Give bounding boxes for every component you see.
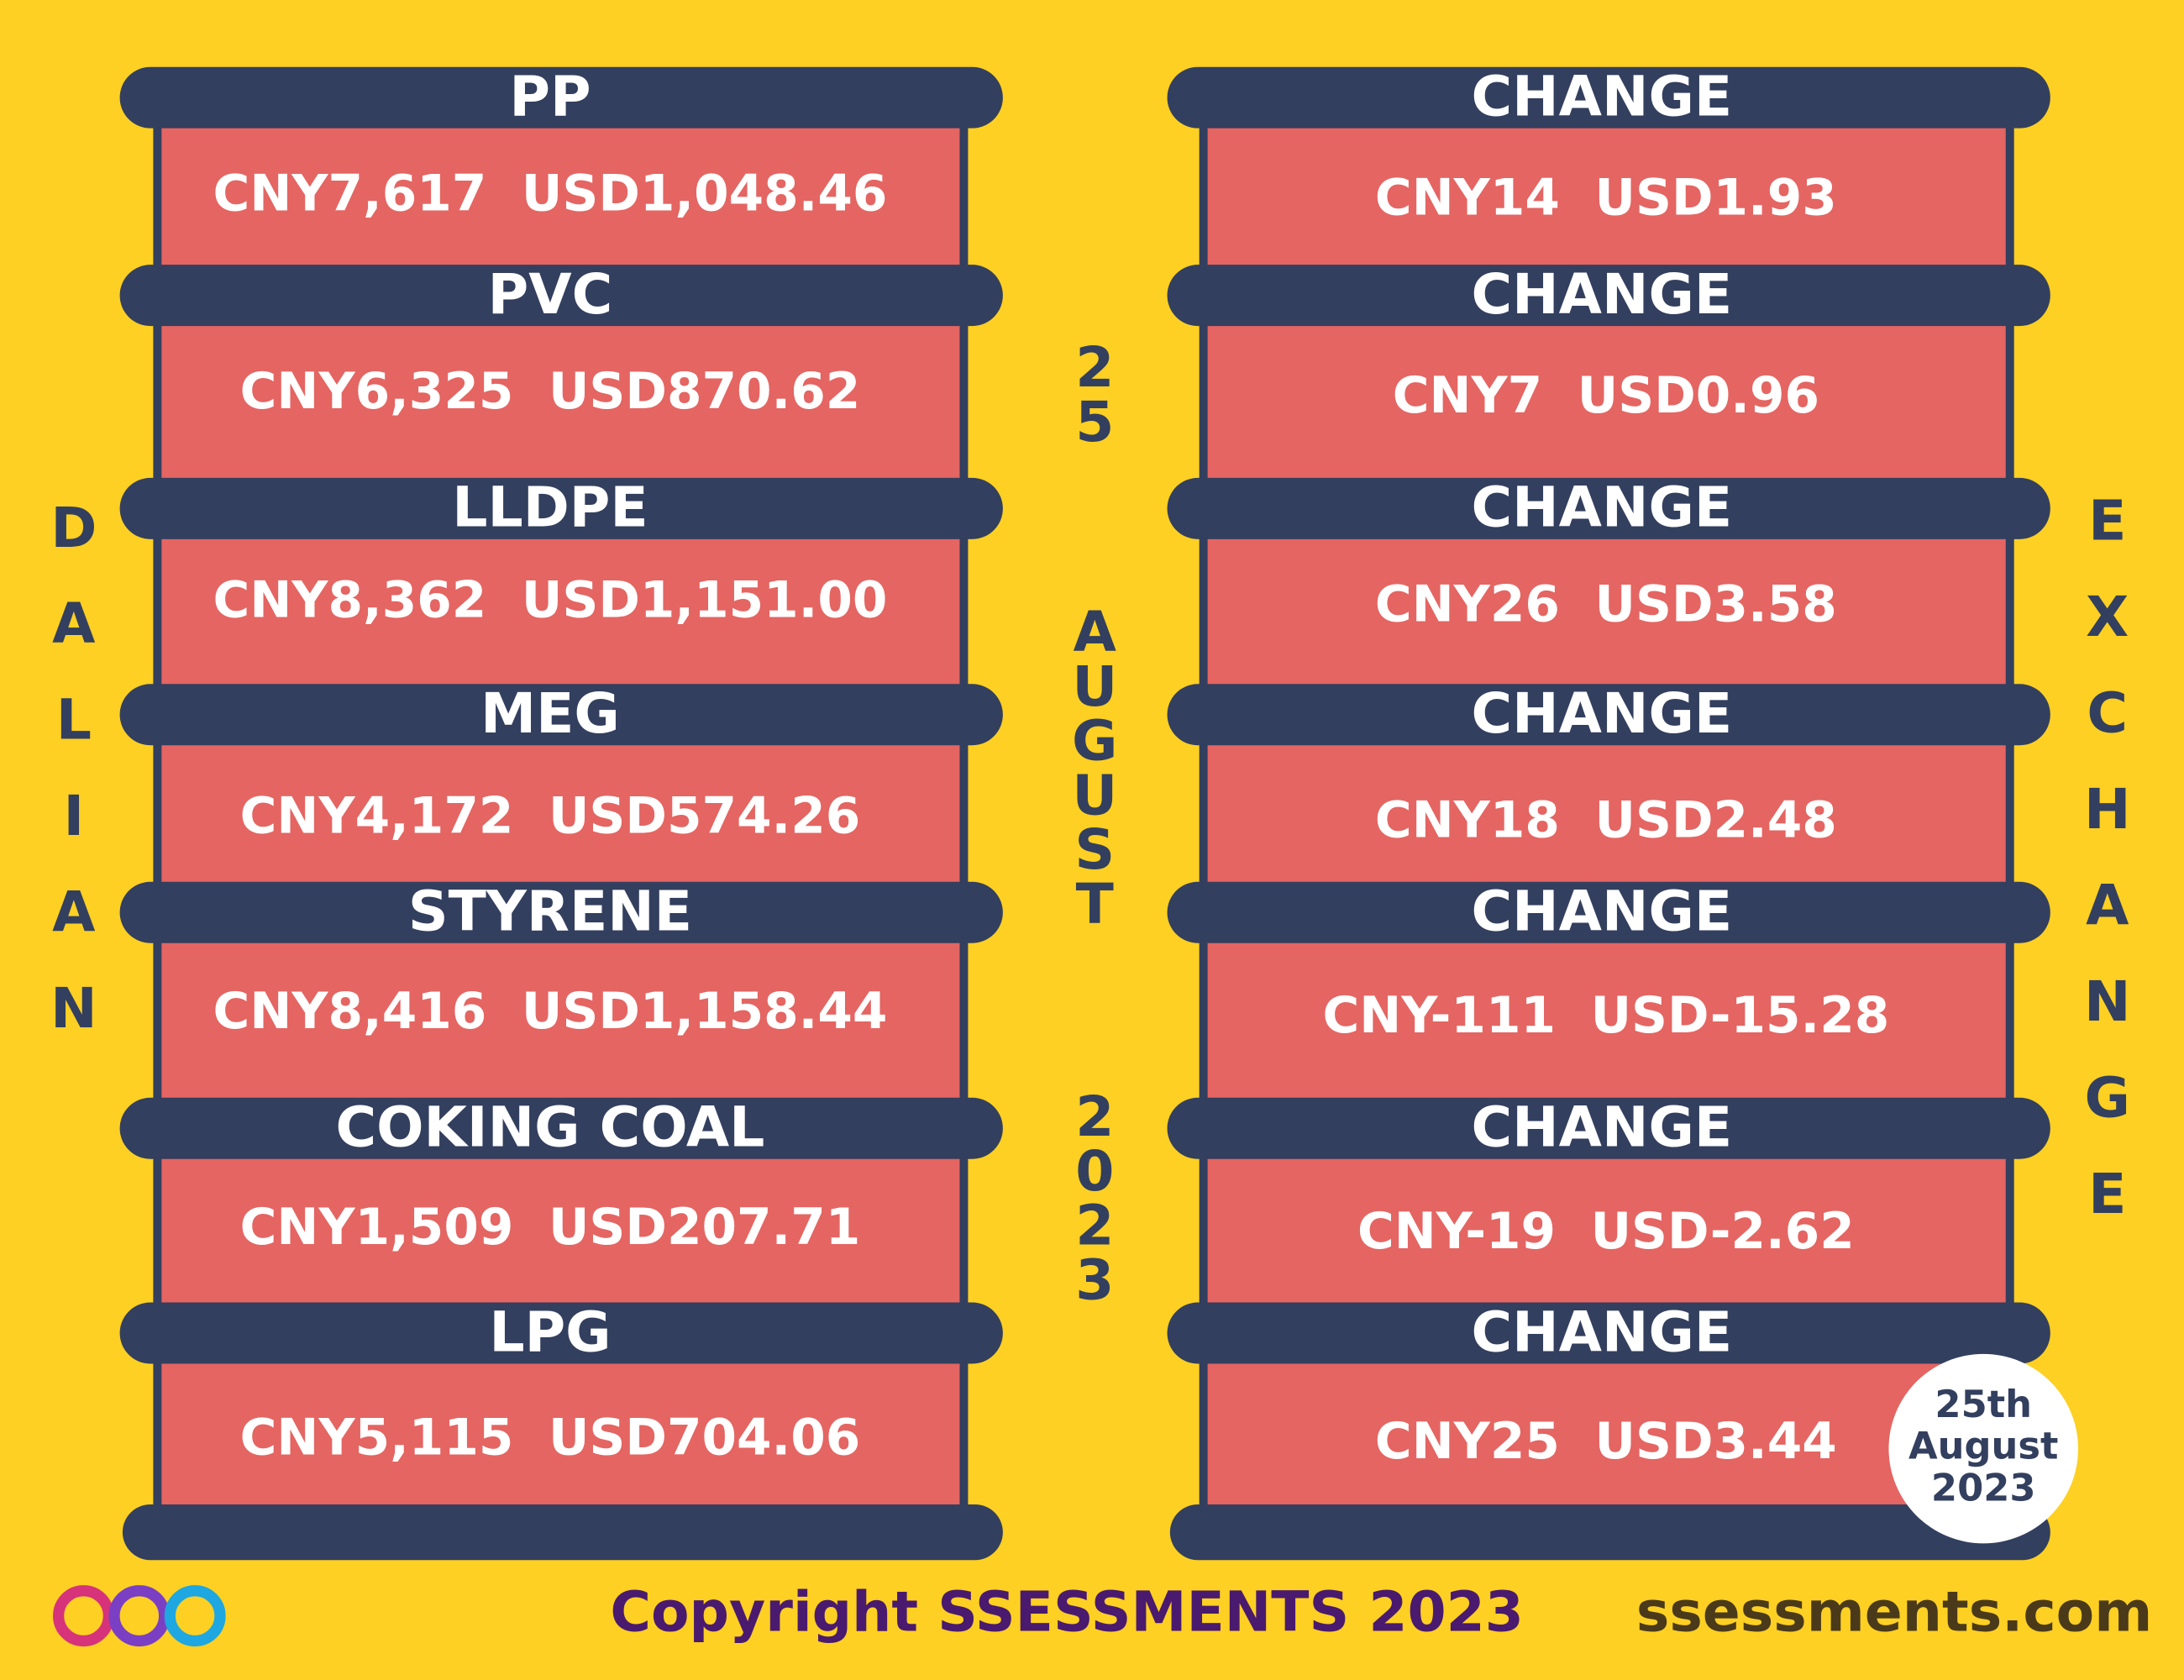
left-cap bbox=[119, 1097, 1003, 1159]
product-price: CNY8,362 USD1,151.00 bbox=[213, 572, 888, 630]
right-cap bbox=[1167, 1097, 2050, 1159]
website: ssessments.com bbox=[1636, 1579, 2152, 1645]
right-side-label: EXCHANGE bbox=[2075, 487, 2140, 1257]
product-price: CNY5,115 USD704.06 bbox=[240, 1409, 861, 1467]
change-value: CNY25 USD3.44 bbox=[1375, 1413, 1837, 1471]
change-value: CNY-111 USD-15.28 bbox=[1322, 987, 1889, 1045]
date-badge bbox=[1888, 1353, 2078, 1544]
change-value: CNY-19 USD-2.62 bbox=[1357, 1203, 1855, 1261]
left-cap bbox=[119, 66, 1003, 129]
right-bottom-cap bbox=[1169, 1504, 2050, 1561]
product-price: CNY6,325 USD870.62 bbox=[240, 363, 861, 421]
date-month: AUGUST bbox=[1062, 599, 1127, 925]
product-price: CNY1,509 USD207.71 bbox=[240, 1199, 861, 1257]
product-price: CNY7,617 USD1,048.46 bbox=[213, 165, 888, 223]
badge-day: 25th bbox=[1935, 1382, 2032, 1426]
logo bbox=[53, 1585, 226, 1647]
right-cap bbox=[1167, 66, 2050, 129]
change-value: CNY18 USD2.48 bbox=[1375, 792, 1837, 850]
left-cap bbox=[119, 684, 1003, 746]
product-name: LLDPE bbox=[452, 475, 648, 540]
right-cap bbox=[1167, 881, 2050, 943]
left-cap bbox=[119, 265, 1003, 327]
change-label: CHANGE bbox=[1472, 879, 1733, 944]
product-name: LPG bbox=[489, 1299, 611, 1364]
right-cap bbox=[1167, 684, 2050, 746]
badge-year: 2023 bbox=[1931, 1465, 2036, 1509]
left-bottom-cap bbox=[122, 1504, 1003, 1561]
product-name: STYRENE bbox=[408, 879, 692, 944]
change-label: CHANGE bbox=[1472, 680, 1733, 746]
left-cap bbox=[119, 477, 1003, 539]
badge-month: August bbox=[1908, 1424, 2058, 1468]
product-name: PP bbox=[509, 64, 591, 129]
change-label: CHANGE bbox=[1472, 475, 1733, 540]
date-year: 2023 bbox=[1062, 1084, 1127, 1301]
product-price: CNY8,416 USD1,158.44 bbox=[213, 983, 888, 1041]
left-cap bbox=[119, 1302, 1003, 1364]
right-cap bbox=[1167, 265, 2050, 327]
change-value: CNY14 USD1.93 bbox=[1375, 169, 1837, 227]
change-label: CHANGE bbox=[1472, 64, 1733, 129]
product-name: COKING COAL bbox=[335, 1095, 764, 1160]
change-label: CHANGE bbox=[1472, 261, 1733, 327]
left-cap bbox=[119, 881, 1003, 943]
product-name: MEG bbox=[480, 680, 620, 746]
left-side-label: DALIAN bbox=[41, 495, 107, 1072]
product-name: PVC bbox=[488, 261, 613, 327]
right-cap bbox=[1167, 477, 2050, 539]
change-label: CHANGE bbox=[1472, 1095, 1733, 1160]
copyright: Copyright SSESSMENTS 2023 bbox=[610, 1579, 1524, 1645]
date-day: 25 bbox=[1062, 334, 1127, 443]
right-cap bbox=[1167, 1302, 2050, 1364]
change-value: CNY26 USD3.58 bbox=[1375, 576, 1837, 634]
rows: PP CNY7,617 USD1,048.46 CHANGE CNY14 USD1.9… bbox=[119, 64, 2050, 1471]
product-price: CNY4,172 USD574.26 bbox=[240, 788, 861, 846]
change-label: CHANGE bbox=[1472, 1299, 1733, 1364]
change-value: CNY7 USD0.96 bbox=[1393, 367, 1819, 425]
left-panel bbox=[153, 93, 969, 1537]
